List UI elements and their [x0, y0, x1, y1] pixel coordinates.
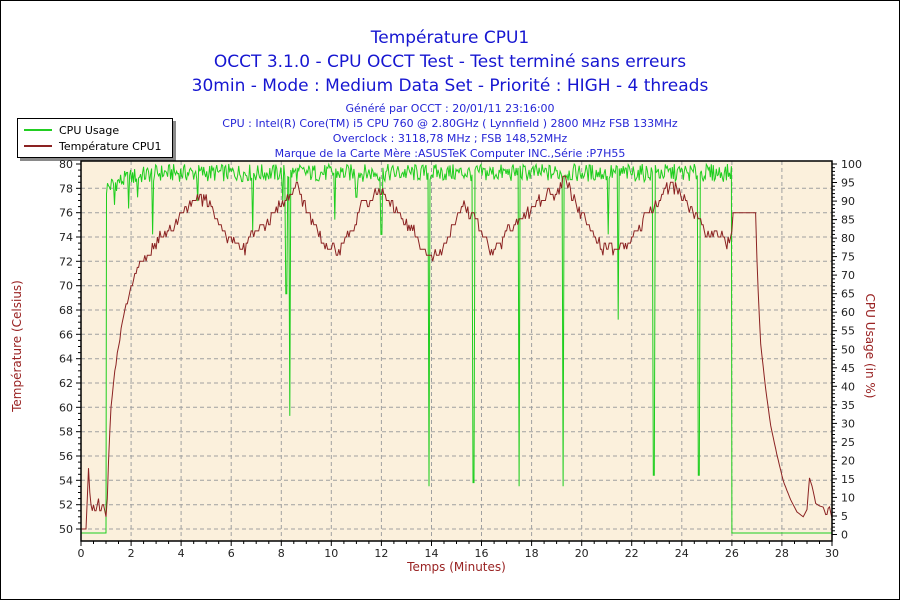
- svg-text:5: 5: [841, 510, 848, 523]
- svg-text:12: 12: [374, 547, 388, 560]
- legend-swatch-cpu-usage: [24, 129, 52, 131]
- svg-text:4: 4: [178, 547, 185, 560]
- svg-text:58: 58: [59, 426, 73, 439]
- svg-text:66: 66: [59, 328, 73, 341]
- legend-item-cpu-usage: CPU Usage: [24, 122, 162, 138]
- svg-text:40: 40: [841, 380, 855, 393]
- cpu-usage-line: [81, 162, 832, 534]
- svg-text:0: 0: [78, 547, 85, 560]
- svg-text:10: 10: [324, 547, 338, 560]
- svg-text:20: 20: [575, 547, 589, 560]
- svg-text:80: 80: [59, 158, 73, 171]
- svg-text:65: 65: [841, 288, 855, 301]
- svg-text:64: 64: [59, 353, 73, 366]
- svg-text:30: 30: [825, 547, 839, 560]
- legend: CPU Usage Température CPU1: [17, 118, 173, 158]
- system-info: Généré par OCCT : 20/01/11 23:16:00 CPU …: [1, 101, 899, 161]
- svg-text:72: 72: [59, 255, 73, 268]
- svg-text:16: 16: [475, 547, 489, 560]
- axis-ticks: [76, 163, 837, 546]
- svg-text:26: 26: [725, 547, 739, 560]
- svg-text:50: 50: [59, 523, 73, 536]
- chart-title: Température CPU1: [370, 28, 530, 48]
- svg-text:95: 95: [841, 177, 855, 190]
- motherboard-info: Marque de la Carte Mère :ASUSTeK Compute…: [274, 147, 626, 160]
- svg-text:85: 85: [841, 214, 855, 227]
- chart-header: Température CPU1 OCCT 3.1.0 - CPU OCCT T…: [1, 26, 899, 98]
- left-tick-labels: 50 52 54 56 58 60 62 64 66 68 70 72 74 76 78 80: [59, 158, 73, 536]
- svg-text:100: 100: [841, 158, 862, 171]
- y-axis-title-left: Température (Celsius): [10, 280, 24, 412]
- svg-text:76: 76: [59, 207, 73, 220]
- svg-text:6: 6: [228, 547, 235, 560]
- svg-text:52: 52: [59, 499, 73, 512]
- overclock-info: Overclock : 3118,78 MHz ; FSB 148,52MHz: [332, 132, 568, 145]
- svg-text:35: 35: [841, 399, 855, 412]
- svg-text:78: 78: [59, 182, 73, 195]
- svg-text:70: 70: [59, 280, 73, 293]
- svg-text:14: 14: [425, 547, 439, 560]
- svg-text:62: 62: [59, 377, 73, 390]
- svg-text:0: 0: [841, 529, 848, 542]
- svg-text:54: 54: [59, 474, 73, 487]
- legend-label-cpu-usage: CPU Usage: [59, 123, 120, 137]
- svg-text:45: 45: [841, 362, 855, 375]
- legend-swatch-temperature: [24, 145, 52, 147]
- svg-text:60: 60: [841, 306, 855, 319]
- svg-text:30: 30: [841, 417, 855, 430]
- x-tick-labels: 0 2 4 6 8 10 12 14 16 18 20 22 24 26 28 30: [78, 547, 840, 560]
- svg-text:20: 20: [841, 454, 855, 467]
- svg-text:90: 90: [841, 195, 855, 208]
- svg-text:56: 56: [59, 450, 73, 463]
- svg-text:70: 70: [841, 269, 855, 282]
- svg-text:68: 68: [59, 304, 73, 317]
- svg-text:10: 10: [841, 491, 855, 504]
- cpu-info: CPU : Intel(R) Core(TM) i5 CPU 760 @ 2.8…: [222, 117, 678, 130]
- right-tick-labels: 0 5 10 15 20 25 30 35 40 45 50 55 60 65 70 75 80 85 90 95 10…: [841, 158, 862, 542]
- temperature-line: [81, 175, 833, 530]
- svg-text:25: 25: [841, 436, 855, 449]
- svg-text:18: 18: [525, 547, 539, 560]
- svg-text:74: 74: [59, 231, 73, 244]
- x-axis-title: Temps (Minutes): [407, 560, 506, 574]
- chart-subtitle-test: OCCT 3.1.0 - CPU OCCT Test - Test termin…: [213, 52, 687, 72]
- legend-label-temperature: Température CPU1: [59, 139, 162, 153]
- svg-text:8: 8: [278, 547, 285, 560]
- svg-text:80: 80: [841, 232, 855, 245]
- y-axis-title-right: CPU Usage (in %): [863, 293, 877, 399]
- svg-text:15: 15: [841, 473, 855, 486]
- chart-subtitle-mode: 30min - Mode : Medium Data Set - Priorit…: [191, 76, 709, 96]
- legend-item-temperature: Température CPU1: [24, 138, 162, 154]
- svg-text:2: 2: [128, 547, 135, 560]
- svg-text:60: 60: [59, 401, 73, 414]
- svg-text:24: 24: [675, 547, 689, 560]
- generated-info: Généré par OCCT : 20/01/11 23:16:00: [345, 102, 555, 115]
- svg-text:22: 22: [625, 547, 639, 560]
- svg-text:28: 28: [775, 547, 789, 560]
- svg-text:50: 50: [841, 343, 855, 356]
- svg-text:75: 75: [841, 251, 855, 264]
- svg-text:55: 55: [841, 325, 855, 338]
- plot-background: [81, 161, 832, 541]
